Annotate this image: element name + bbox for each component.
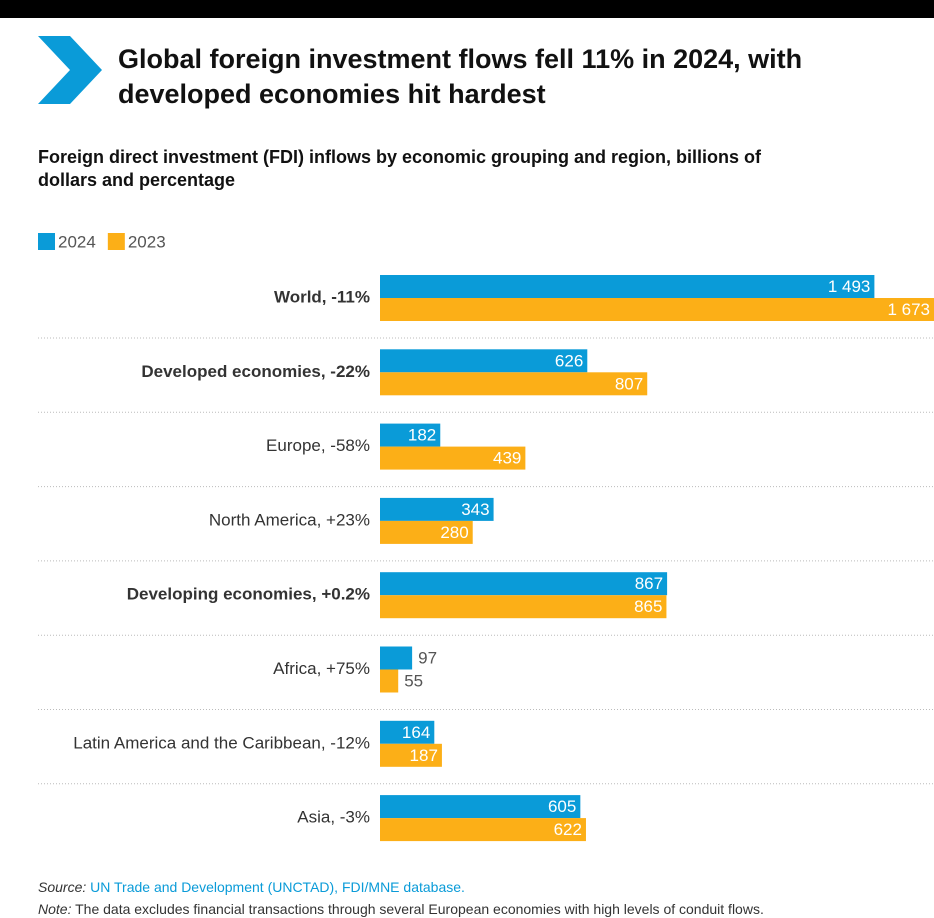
bar bbox=[380, 372, 648, 396]
category-label: Africa, +75% bbox=[273, 659, 370, 678]
bar bbox=[380, 595, 667, 619]
category-label: Asia, -3% bbox=[297, 808, 370, 827]
bar bbox=[380, 646, 413, 670]
value-label: 867 bbox=[635, 574, 663, 593]
category-label: Europe, -58% bbox=[266, 436, 370, 455]
top-bar bbox=[0, 0, 934, 18]
value-label: 1 673 bbox=[887, 300, 930, 319]
value-label: 439 bbox=[493, 449, 521, 468]
bar bbox=[380, 423, 441, 447]
chart-title: developed economies hit hardest bbox=[118, 79, 546, 109]
value-label: 164 bbox=[402, 723, 430, 742]
legend-label: 2023 bbox=[128, 232, 166, 251]
bar bbox=[380, 818, 586, 842]
value-label: 626 bbox=[555, 351, 583, 370]
bar bbox=[380, 520, 473, 544]
bar bbox=[380, 720, 435, 744]
category-label: Latin America and the Caribbean, -12% bbox=[73, 733, 370, 752]
chart-subtitle: dollars and percentage bbox=[38, 170, 235, 190]
category-label: North America, +23% bbox=[209, 510, 370, 529]
bar bbox=[380, 349, 588, 373]
value-label: 97 bbox=[418, 648, 437, 667]
value-label: 343 bbox=[461, 500, 489, 519]
category-label: World, -11% bbox=[274, 287, 370, 306]
bar bbox=[380, 497, 494, 521]
bar bbox=[380, 669, 399, 693]
note: Note: The data excludes financial transa… bbox=[38, 901, 764, 917]
value-label: 1 493 bbox=[828, 277, 871, 296]
value-label: 280 bbox=[440, 523, 468, 542]
category-label: Developed economies, -22% bbox=[141, 362, 370, 381]
bar bbox=[380, 298, 934, 321]
chevron-icon bbox=[38, 36, 102, 104]
value-label: 187 bbox=[410, 746, 438, 765]
source: Source: UN Trade and Development (UNCTAD… bbox=[38, 879, 465, 895]
legend-label: 2024 bbox=[58, 232, 96, 251]
note-text: The data excludes financial transactions… bbox=[75, 901, 764, 917]
value-label: 605 bbox=[548, 797, 576, 816]
legend-swatch bbox=[38, 233, 55, 250]
value-label: 807 bbox=[615, 374, 643, 393]
legend-swatch bbox=[107, 233, 125, 250]
bar bbox=[380, 446, 526, 470]
chart-subtitle: Foreign direct investment (FDI) inflows … bbox=[38, 147, 762, 167]
source-text: UN Trade and Development (UNCTAD), FDI/M… bbox=[90, 879, 465, 895]
bar bbox=[380, 795, 581, 819]
value-label: 55 bbox=[404, 671, 423, 690]
bar bbox=[380, 275, 875, 298]
bar bbox=[380, 572, 668, 596]
category-label: Developing economies, +0.2% bbox=[127, 585, 370, 604]
chart-title: Global foreign investment flows fell 11%… bbox=[118, 44, 802, 74]
value-label: 622 bbox=[554, 820, 582, 839]
bar bbox=[380, 743, 442, 767]
note-label: Note: bbox=[38, 901, 72, 917]
source-label: Source: bbox=[38, 879, 86, 895]
value-label: 865 bbox=[634, 597, 662, 616]
value-label: 182 bbox=[408, 426, 436, 445]
